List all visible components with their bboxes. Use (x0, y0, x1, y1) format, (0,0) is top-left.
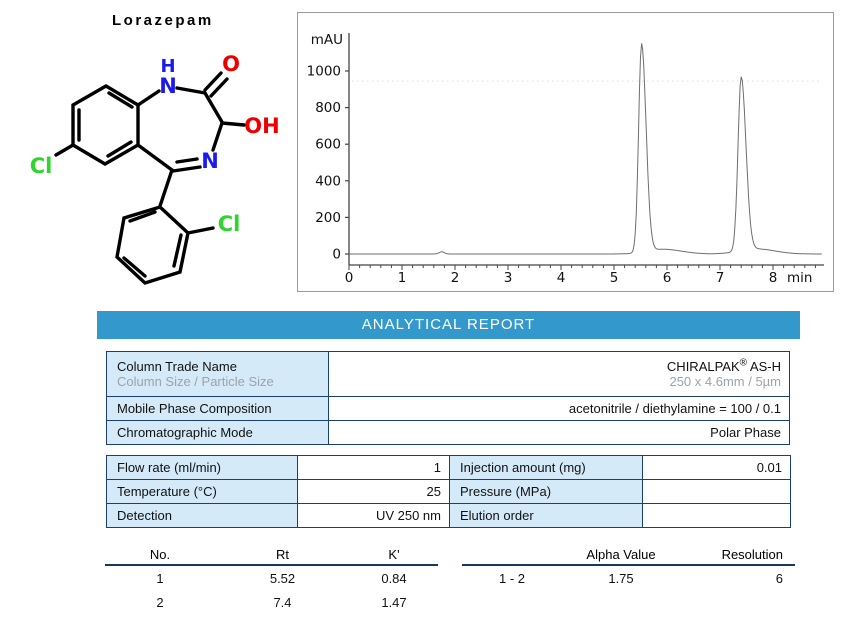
table-row: Chromatographic Mode Polar Phase (106, 420, 790, 445)
chromatogram-frame: 0 200 400 600 800 1000 mAU 0 1 2 3 4 5 6 7 8 min (297, 12, 834, 292)
svg-text:0: 0 (345, 270, 354, 286)
molecule-structure: H N O OH N Cl Cl (30, 52, 280, 285)
pair-value: 1 - 2 (498, 570, 525, 586)
no-header: No. (105, 544, 215, 566)
parameters-table: Flow rate (ml/min) 1 Injection amount (m… (106, 455, 791, 528)
svg-text:7: 7 (716, 270, 725, 286)
n4-nitrogen-label: N (201, 149, 219, 173)
table-row: Detection UV 250 nm Elution order (106, 503, 791, 528)
conditions-table: Column Trade Name Column Size / Particle… (106, 351, 790, 445)
svg-text:8: 8 (769, 270, 778, 286)
flow-rate-value: 1 (297, 455, 450, 480)
peak1-no: 1 (156, 570, 164, 586)
alpha-header: Alpha Value (562, 544, 680, 566)
chromatographic-mode-label: Chromatographic Mode (106, 420, 329, 445)
table-row: 1 - 2 1.75 6 (462, 565, 795, 590)
svg-text:800: 800 (315, 100, 341, 116)
svg-text:3: 3 (504, 270, 513, 286)
n1-nitrogen-label: N (159, 74, 177, 98)
rt-header: Rt (215, 544, 350, 566)
retention-results-table: No. Rt K' 1 5.52 0.84 2 7.4 1.47 (105, 544, 438, 614)
svg-text:1: 1 (398, 270, 407, 286)
table-header-row: Alpha Value Resolution (462, 544, 795, 566)
temperature-value: 25 (297, 479, 450, 504)
elution-order-label: Elution order (449, 503, 643, 528)
mobile-phase-label: Mobile Phase Composition (106, 396, 329, 421)
chromatogram-chart: 0 200 400 600 800 1000 mAU 0 1 2 3 4 5 6 7 8 min (307, 32, 824, 286)
kprime-header: K' (350, 544, 438, 566)
column-trade-name-label: Column Trade Name Column Size / Particle… (106, 351, 329, 397)
svg-text:1000: 1000 (307, 64, 341, 80)
elution-order-value (642, 503, 791, 528)
svg-text:600: 600 (315, 137, 341, 153)
table-row: Column Trade Name Column Size / Particle… (106, 351, 790, 397)
detection-label: Detection (106, 503, 298, 528)
chlorine-left-label: Cl (30, 154, 53, 178)
selectivity-results-table: Alpha Value Resolution 1 - 2 1.75 6 (462, 544, 795, 590)
resolution-header: Resolution (680, 544, 795, 566)
pair-header (462, 544, 562, 566)
peak1-rt: 5.52 (269, 570, 296, 586)
svg-text:5: 5 (610, 270, 619, 286)
flow-rate-label: Flow rate (ml/min) (106, 455, 298, 480)
alpha-value: 1.75 (608, 570, 634, 586)
temperature-label: Temperature (°C) (106, 479, 298, 504)
peak2-rt: 7.4 (273, 594, 292, 610)
svg-text:mAU: mAU (311, 32, 343, 48)
peak2-kprime: 1.47 (381, 594, 407, 610)
svg-text:0: 0 (332, 247, 341, 263)
table-row: 2 7.4 1.47 (105, 590, 438, 614)
value-line2: 250 x 4.6mm / 5µm (669, 374, 781, 389)
svg-text:6: 6 (663, 270, 672, 286)
injection-amount-value: 0.01 (642, 455, 791, 480)
table-row: Mobile Phase Composition acetonitrile / … (106, 396, 790, 421)
table-row: Temperature (°C) 25 Pressure (MPa) (106, 479, 791, 504)
svg-text:min: min (787, 270, 812, 286)
pressure-label: Pressure (MPa) (449, 479, 643, 504)
detection-value: UV 250 nm (297, 503, 450, 528)
column-trade-name-value: CHIRALPAK® AS-H 250 x 4.6mm / 5µm (328, 351, 790, 397)
label-line1: Column Trade Name (117, 359, 237, 374)
table-row: 1 5.52 0.84 (105, 565, 438, 590)
injection-amount-label: Injection amount (mg) (449, 455, 643, 480)
label-line2: Column Size / Particle Size (117, 374, 274, 389)
svg-text:400: 400 (315, 173, 341, 189)
nh-hydrogen-label: H (160, 56, 175, 77)
pressure-value (642, 479, 791, 504)
peak2-no: 2 (156, 594, 164, 610)
chlorine-right-label: Cl (218, 212, 241, 236)
table-header-row: No. Rt K' (105, 544, 438, 566)
svg-text:200: 200 (315, 210, 341, 226)
hydroxyl-label: OH (244, 114, 279, 138)
compound-name: Lorazepam (112, 12, 214, 29)
registered-mark: ® (739, 357, 748, 369)
report-banner: ANALYTICAL REPORT (97, 311, 800, 339)
table-row: Flow rate (ml/min) 1 Injection amount (m… (106, 455, 791, 480)
chromatographic-mode-value: Polar Phase (328, 420, 790, 445)
peak1-kprime: 0.84 (381, 570, 407, 586)
svg-text:4: 4 (557, 270, 566, 286)
mobile-phase-value: acetonitrile / diethylamine = 100 / 0.1 (328, 396, 790, 421)
resolution-value: 6 (775, 570, 783, 586)
carbonyl-oxygen-label: O (222, 52, 240, 76)
svg-text:2: 2 (451, 270, 460, 286)
value-line1: CHIRALPAK® AS-H (666, 357, 781, 374)
